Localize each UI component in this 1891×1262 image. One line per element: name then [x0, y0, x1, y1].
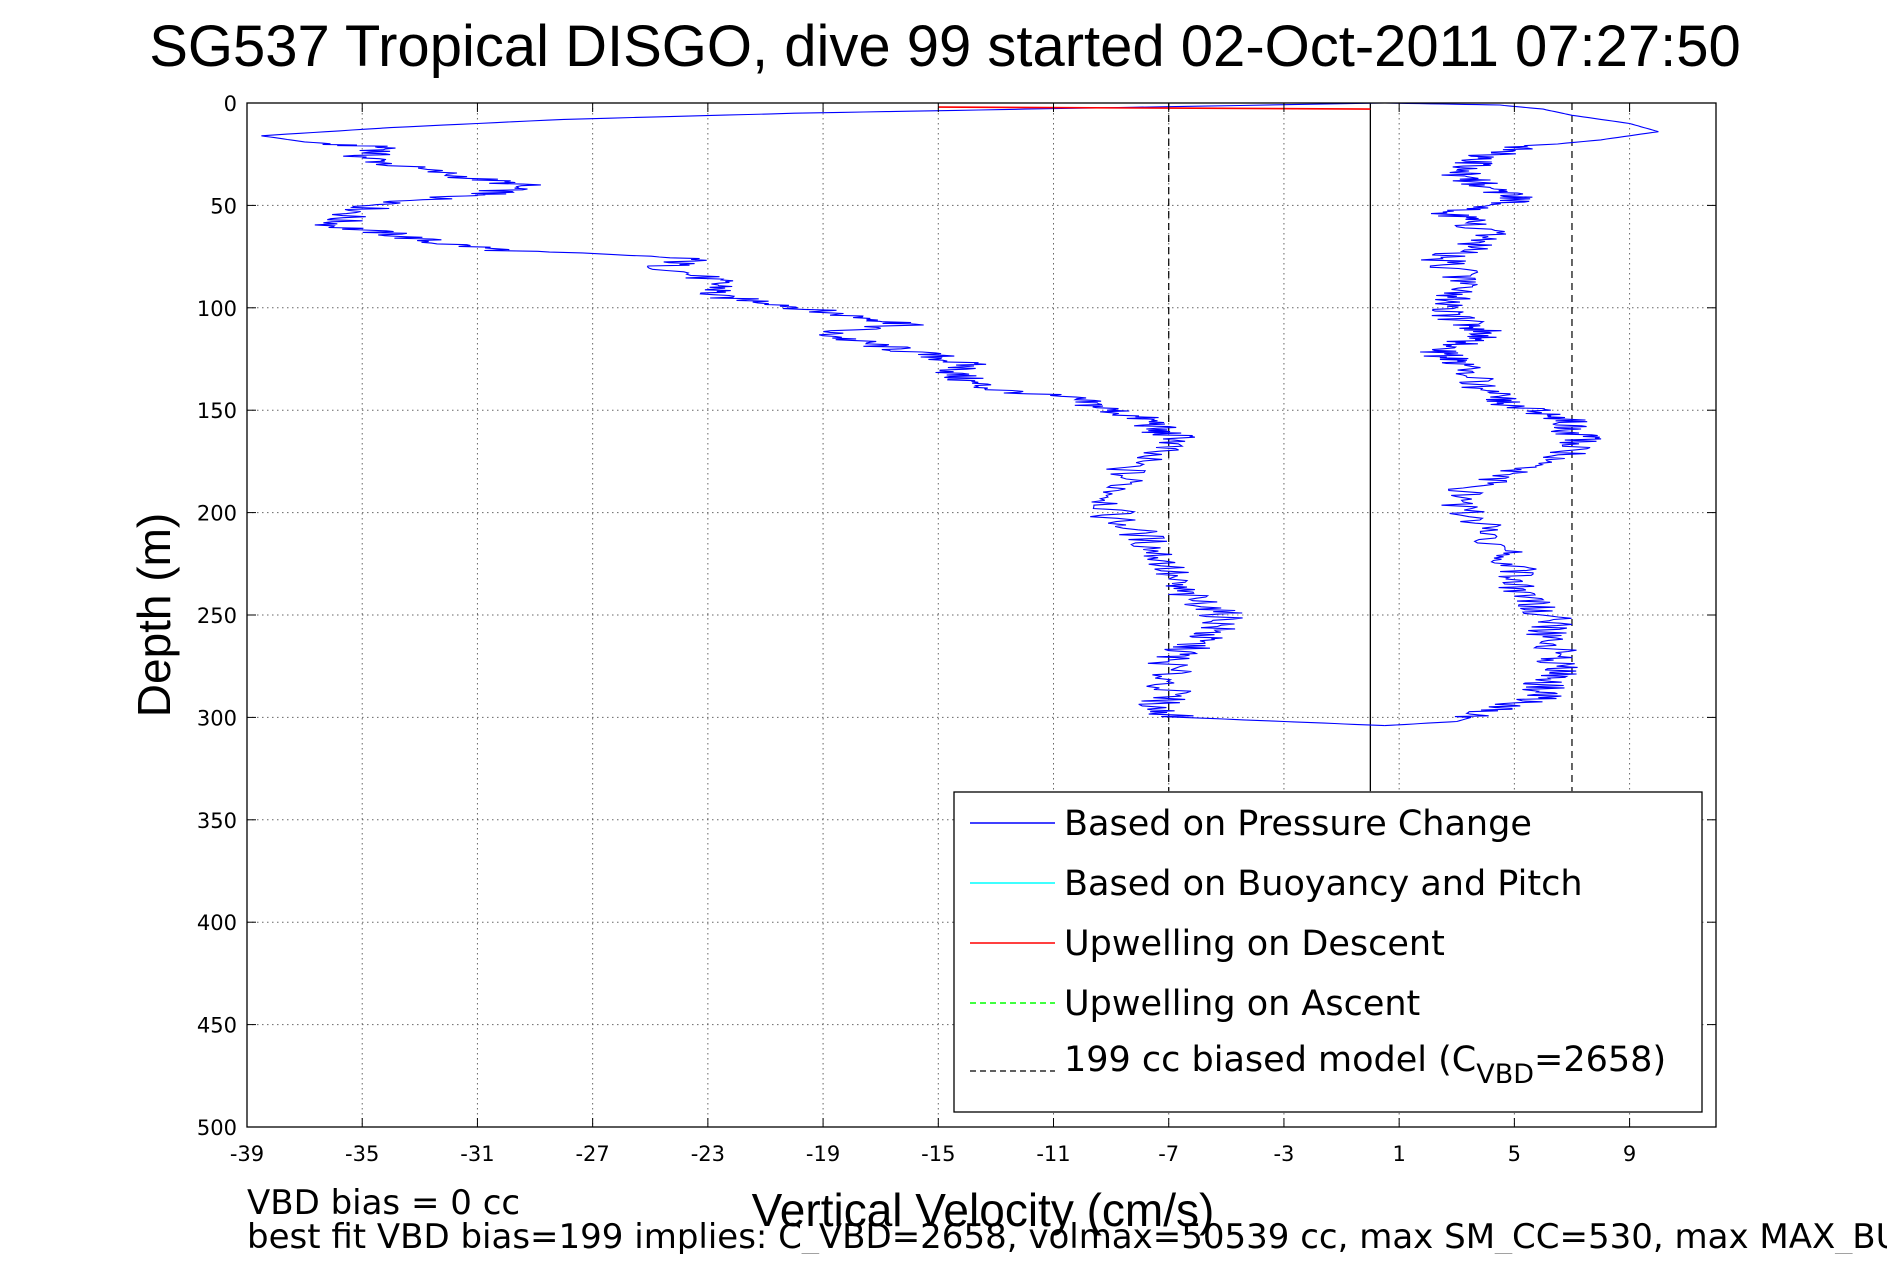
series-line-pressure-descent	[261, 102, 1385, 727]
y-tick-label: 200	[197, 502, 237, 526]
x-tick-label: -19	[806, 1142, 840, 1166]
y-tick-label: 400	[197, 911, 237, 935]
legend-box	[953, 791, 1703, 1113]
legend-label-model: 199 cc biased model (CVBD=2658)	[1064, 1040, 1666, 1090]
y-tick-label: 50	[210, 194, 237, 218]
y-tick-label: 350	[197, 809, 237, 833]
legend-label-pressure: Based on Pressure Change	[1064, 804, 1532, 844]
x-tick-label: -15	[921, 1142, 955, 1166]
x-tick-label: 9	[1623, 1142, 1636, 1166]
y-tick-label: 300	[197, 706, 237, 730]
series-line-upwelling-on-descent	[938, 106, 1371, 110]
x-axis-label: Vertical Velocity (cm/s)	[752, 1184, 1215, 1236]
series-group	[261, 102, 1659, 727]
best-fit-note: best fit VBD bias=199 implies: C_VBD=265…	[247, 1220, 1887, 1254]
y-tick-label: 450	[197, 1014, 237, 1038]
series-line-pressure-ascent	[1384, 102, 1659, 727]
x-tick-label: -23	[691, 1142, 725, 1166]
chart-title: SG537 Tropical DISGO, dive 99 started 02…	[149, 14, 1741, 79]
legend-label-model-sub: VBD	[1476, 1059, 1534, 1090]
x-tick-label: -7	[1158, 1142, 1179, 1166]
y-axis-ticks: 0 50 100 150 200 250 300 350 400 450 500	[197, 92, 1716, 1140]
y-tick-label: 250	[197, 604, 237, 628]
grid-lines	[246, 102, 1716, 1128]
x-tick-label: -39	[230, 1142, 264, 1166]
legend-label-buoyancy: Based on Buoyancy and Pitch	[1064, 864, 1583, 904]
y-tick-label: 0	[224, 92, 237, 116]
legend-label-model-suffix: =2658)	[1534, 1040, 1666, 1080]
vbd-bias-note: VBD bias = 0 cc	[247, 1183, 521, 1223]
legend-label-up-ascent: Upwelling on Ascent	[1064, 984, 1420, 1024]
y-tick-label: 150	[197, 399, 237, 423]
x-axis-ticks: -39 -35 -31 -27 -23 -19 -15 -11 -7 -3 1 5 9	[230, 103, 1636, 1166]
x-tick-label: -35	[345, 1142, 379, 1166]
biased-model-lines	[1168, 103, 1573, 792]
x-tick-label: -3	[1273, 1142, 1294, 1166]
y-tick-label: 100	[197, 297, 237, 321]
x-tick-label: 1	[1392, 1142, 1405, 1166]
x-tick-label: -11	[1036, 1142, 1070, 1166]
x-tick-label: -27	[575, 1142, 609, 1166]
x-tick-label: 5	[1508, 1142, 1521, 1166]
legend: Based on Pressure Change Based on Buoyan…	[953, 791, 1703, 1113]
legend-label-up-descent: Upwelling on Descent	[1064, 924, 1445, 964]
y-axis-label: Depth (m)	[128, 513, 180, 717]
x-tick-label: -31	[460, 1142, 494, 1166]
legend-label-model-prefix: 199 cc biased model (C	[1064, 1040, 1476, 1080]
y-tick-label: 500	[197, 1116, 237, 1140]
